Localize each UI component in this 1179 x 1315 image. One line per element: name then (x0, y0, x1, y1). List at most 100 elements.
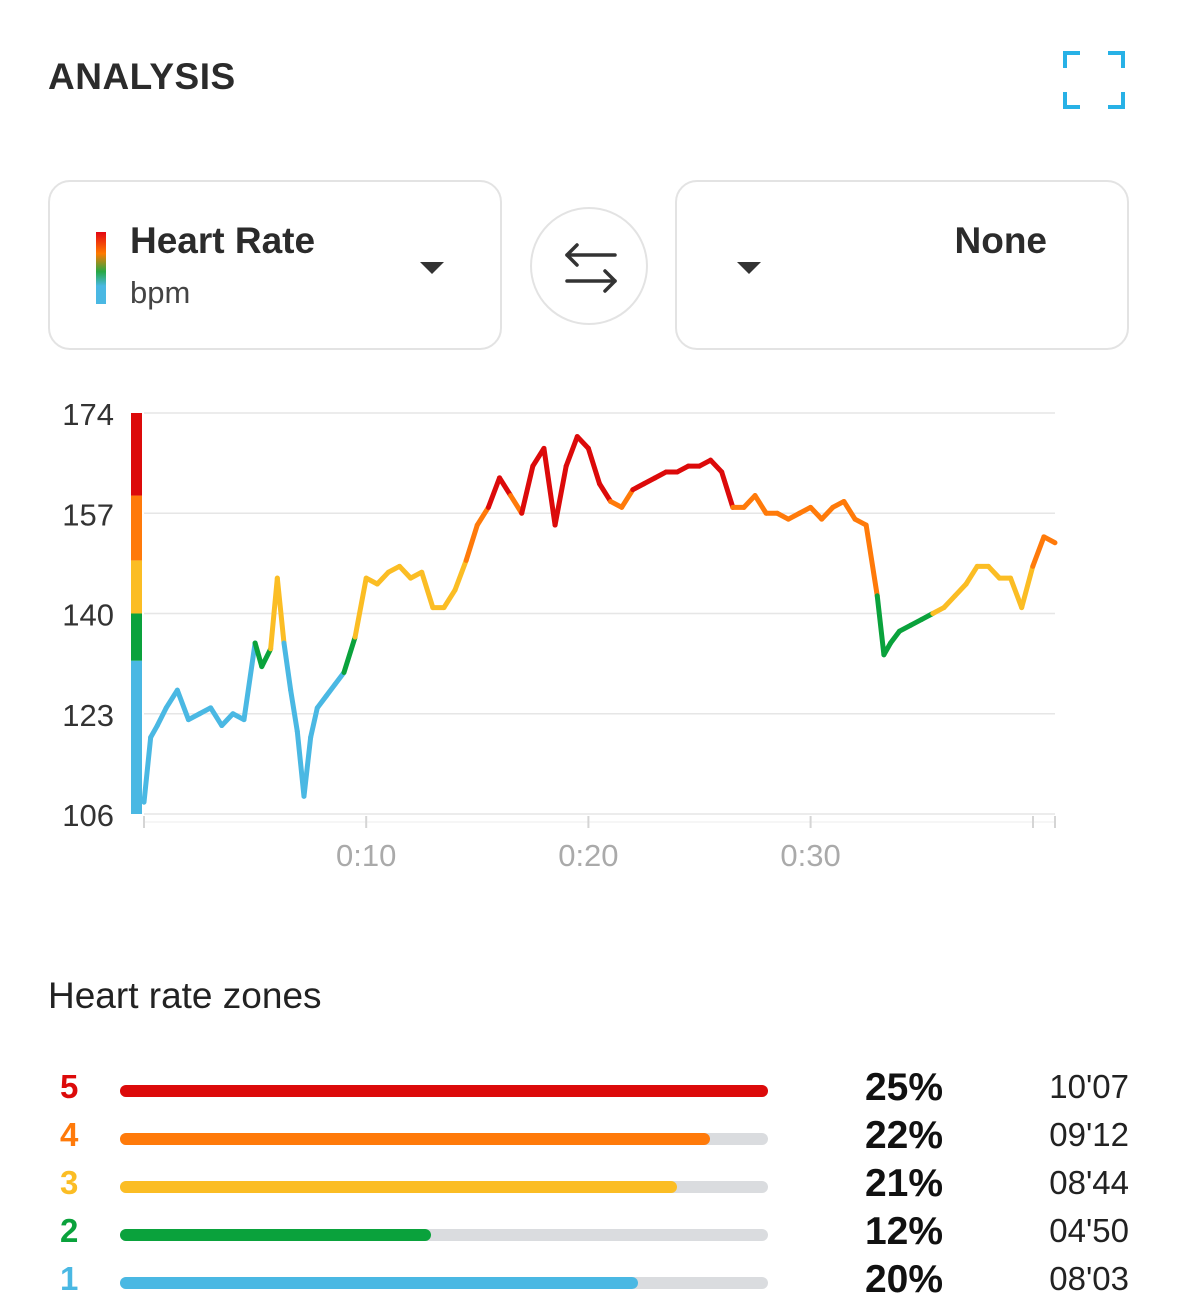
heart-rate-line-segment (819, 504, 836, 522)
heart-rate-chart: 174 157 140 123 106 0:10 0:20 0:30 (62, 397, 1058, 873)
zone-time: 10'07 (1049, 1068, 1129, 1105)
heart-rate-line-segment (841, 498, 858, 522)
heart-rate-line-segment (863, 522, 880, 599)
heart-rate-line-segment (497, 475, 514, 499)
heart-rate-line-segment (219, 711, 236, 729)
zone-band-4 (131, 495, 142, 561)
swap-arrows-icon (565, 243, 617, 293)
heart-rate-line-segment (397, 563, 414, 581)
heart-rate-line-segment (485, 475, 503, 510)
y-tick-label: 123 (62, 698, 114, 733)
zone-percent: 25% (864, 1066, 943, 1109)
x-tick-label: 0:20 (558, 838, 618, 873)
heart-rate-line-segment (752, 493, 769, 516)
heart-rate-line-segment (474, 504, 491, 528)
heart-rate-line-segment (985, 563, 1002, 581)
x-tick-label: 0:10 (336, 838, 396, 873)
page-title: ANALYSIS (48, 56, 236, 97)
zone-row: 2 12% 04'50 (0, 1210, 1179, 1260)
heart-rate-line-segment (154, 705, 169, 729)
zone-bar-fill (120, 1229, 432, 1241)
heart-rate-line-segment (585, 445, 602, 487)
zone-bar-fill (120, 1133, 710, 1145)
secondary-metric-selector[interactable]: None (675, 180, 1129, 350)
heart-rate-line-segment (874, 593, 887, 658)
heart-rate-line-segment (719, 469, 736, 510)
zone-number: 1 (60, 1260, 79, 1297)
heart-rate-line-segment (452, 557, 469, 593)
heart-rate-line-segment (274, 575, 287, 646)
zone-row: 3 21% 08'44 (0, 1162, 1179, 1212)
y-tick-label: 174 (62, 397, 114, 432)
primary-metric-selector[interactable]: Heart Rate bpm (48, 180, 502, 350)
zone-band-3 (131, 560, 142, 614)
heart-rate-line-segment (174, 687, 191, 723)
heart-rate-line-segment (419, 569, 436, 611)
heart-rate-line-segment (141, 734, 154, 805)
zone-bar-track (120, 1229, 768, 1241)
heart-rate-line-segment (597, 481, 614, 504)
heart-rate-line-segment (1030, 534, 1047, 569)
heart-rate-line-segment (963, 563, 980, 587)
zone-row: 4 22% 09'12 (0, 1114, 1179, 1164)
zone-bar-track (120, 1181, 768, 1193)
zone-number: 3 (60, 1164, 79, 1201)
zone-percent: 20% (864, 1258, 943, 1301)
y-tick-label: 140 (62, 598, 114, 633)
heart-rate-line-segment (163, 687, 180, 711)
zone-color-swatch-icon (96, 232, 106, 304)
chevron-down-icon (420, 262, 444, 274)
zone-time: 08'44 (1049, 1164, 1129, 1201)
zone-time: 08'03 (1049, 1260, 1129, 1297)
zone-number: 4 (60, 1116, 79, 1153)
heart-rate-line-segment (619, 487, 636, 510)
zone-bar-track (120, 1277, 768, 1289)
heart-rate-line-segment (208, 705, 225, 729)
zone-bar-track (120, 1085, 768, 1097)
y-tick-label: 106 (62, 798, 114, 833)
zone-number: 2 (60, 1212, 79, 1249)
heart-rate-line-segment (808, 504, 825, 522)
heart-rate-line-segment (463, 522, 480, 563)
zone-row: 5 25% 10'07 (0, 1066, 1179, 1116)
swap-metrics-button[interactable] (530, 207, 648, 325)
zone-bar-fill (120, 1181, 678, 1193)
zone-band-2 (131, 613, 142, 661)
x-tick-label: 0:30 (780, 838, 840, 873)
secondary-metric-title: None (954, 220, 1048, 261)
heart-rate-line-segment (441, 587, 458, 611)
zone-number: 5 (60, 1068, 79, 1105)
heart-rate-line-segment (252, 640, 265, 670)
expand-corners-icon[interactable] (1060, 48, 1128, 112)
heart-rate-line-segment (241, 640, 258, 723)
heart-rate-line-segment (1008, 575, 1025, 611)
primary-metric-title: Heart Rate (130, 220, 316, 261)
zone-band-5 (131, 413, 142, 496)
heart-rate-line-segment (288, 687, 300, 734)
heart-rate-line-segment (308, 705, 320, 740)
heart-rate-line-segment (519, 463, 536, 516)
heart-rate-line-segment (574, 434, 591, 451)
heart-rate-line-segment (952, 581, 969, 599)
primary-metric-unit: bpm (130, 275, 191, 310)
heart-rate-line-segment (259, 646, 274, 670)
heart-rate-line-segment (1019, 563, 1036, 611)
chevron-down-icon (737, 262, 761, 274)
heart-rate-line-segment (552, 463, 569, 528)
zone-percent: 12% (864, 1210, 943, 1253)
heart-rate-line-segment (341, 634, 358, 675)
heart-rate-line-segment (1041, 534, 1058, 546)
zone-bar-track (120, 1133, 768, 1145)
heart-rate-line-segment (741, 493, 758, 510)
heart-rate-line-segment (941, 593, 958, 611)
heart-rate-line-segment (563, 434, 580, 469)
heart-rate-line-segment (708, 457, 725, 475)
heart-rate-line-segment (541, 445, 558, 528)
zone-band-1 (131, 660, 142, 814)
heart-rate-line-segment (352, 575, 369, 640)
y-tick-label: 157 (62, 497, 114, 532)
zone-row: 1 20% 08'03 (0, 1258, 1179, 1308)
zones-title: Heart rate zones (48, 975, 322, 1016)
zone-time: 09'12 (1049, 1116, 1129, 1153)
zone-bar-fill (120, 1085, 768, 1097)
